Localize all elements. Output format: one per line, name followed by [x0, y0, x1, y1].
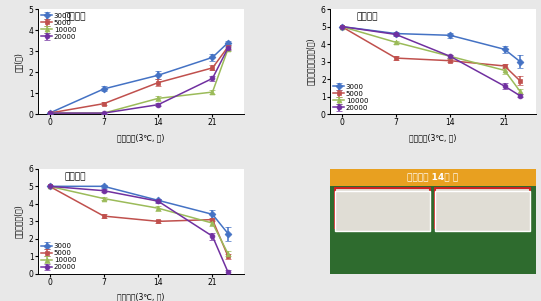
Bar	[335, 191, 430, 231]
Bar	[330, 169, 536, 186]
Legend: 3000, 5000, 10000, 20000: 3000, 5000, 10000, 20000	[40, 242, 78, 272]
Y-axis label: 대변색조직물러짐(점): 대변색조직물러짐(점)	[306, 38, 315, 85]
Legend: 3000, 5000, 10000, 20000: 3000, 5000, 10000, 20000	[332, 82, 370, 112]
Bar	[335, 188, 430, 228]
Y-axis label: 이취(점): 이취(점)	[14, 52, 23, 72]
X-axis label: 저장기간(3℃, 일): 저장기간(3℃, 일)	[117, 133, 164, 142]
Text: 균상재배: 균상재배	[64, 12, 86, 21]
X-axis label: 저장기간(3℃, 일): 저장기간(3℃, 일)	[117, 293, 164, 301]
Bar	[436, 191, 530, 231]
Text: 균상재배: 균상재배	[357, 12, 378, 21]
Legend: 3000, 5000, 10000, 20000: 3000, 5000, 10000, 20000	[40, 11, 78, 41]
Text: 균상재배: 균상재배	[64, 172, 86, 181]
Bar	[436, 188, 530, 228]
X-axis label: 저장기간(3℃, 일): 저장기간(3℃, 일)	[409, 133, 457, 142]
Text: 저온저장 14일 후: 저온저장 14일 후	[407, 173, 458, 182]
Y-axis label: 전체적품질(점): 전체적품질(점)	[14, 204, 23, 238]
